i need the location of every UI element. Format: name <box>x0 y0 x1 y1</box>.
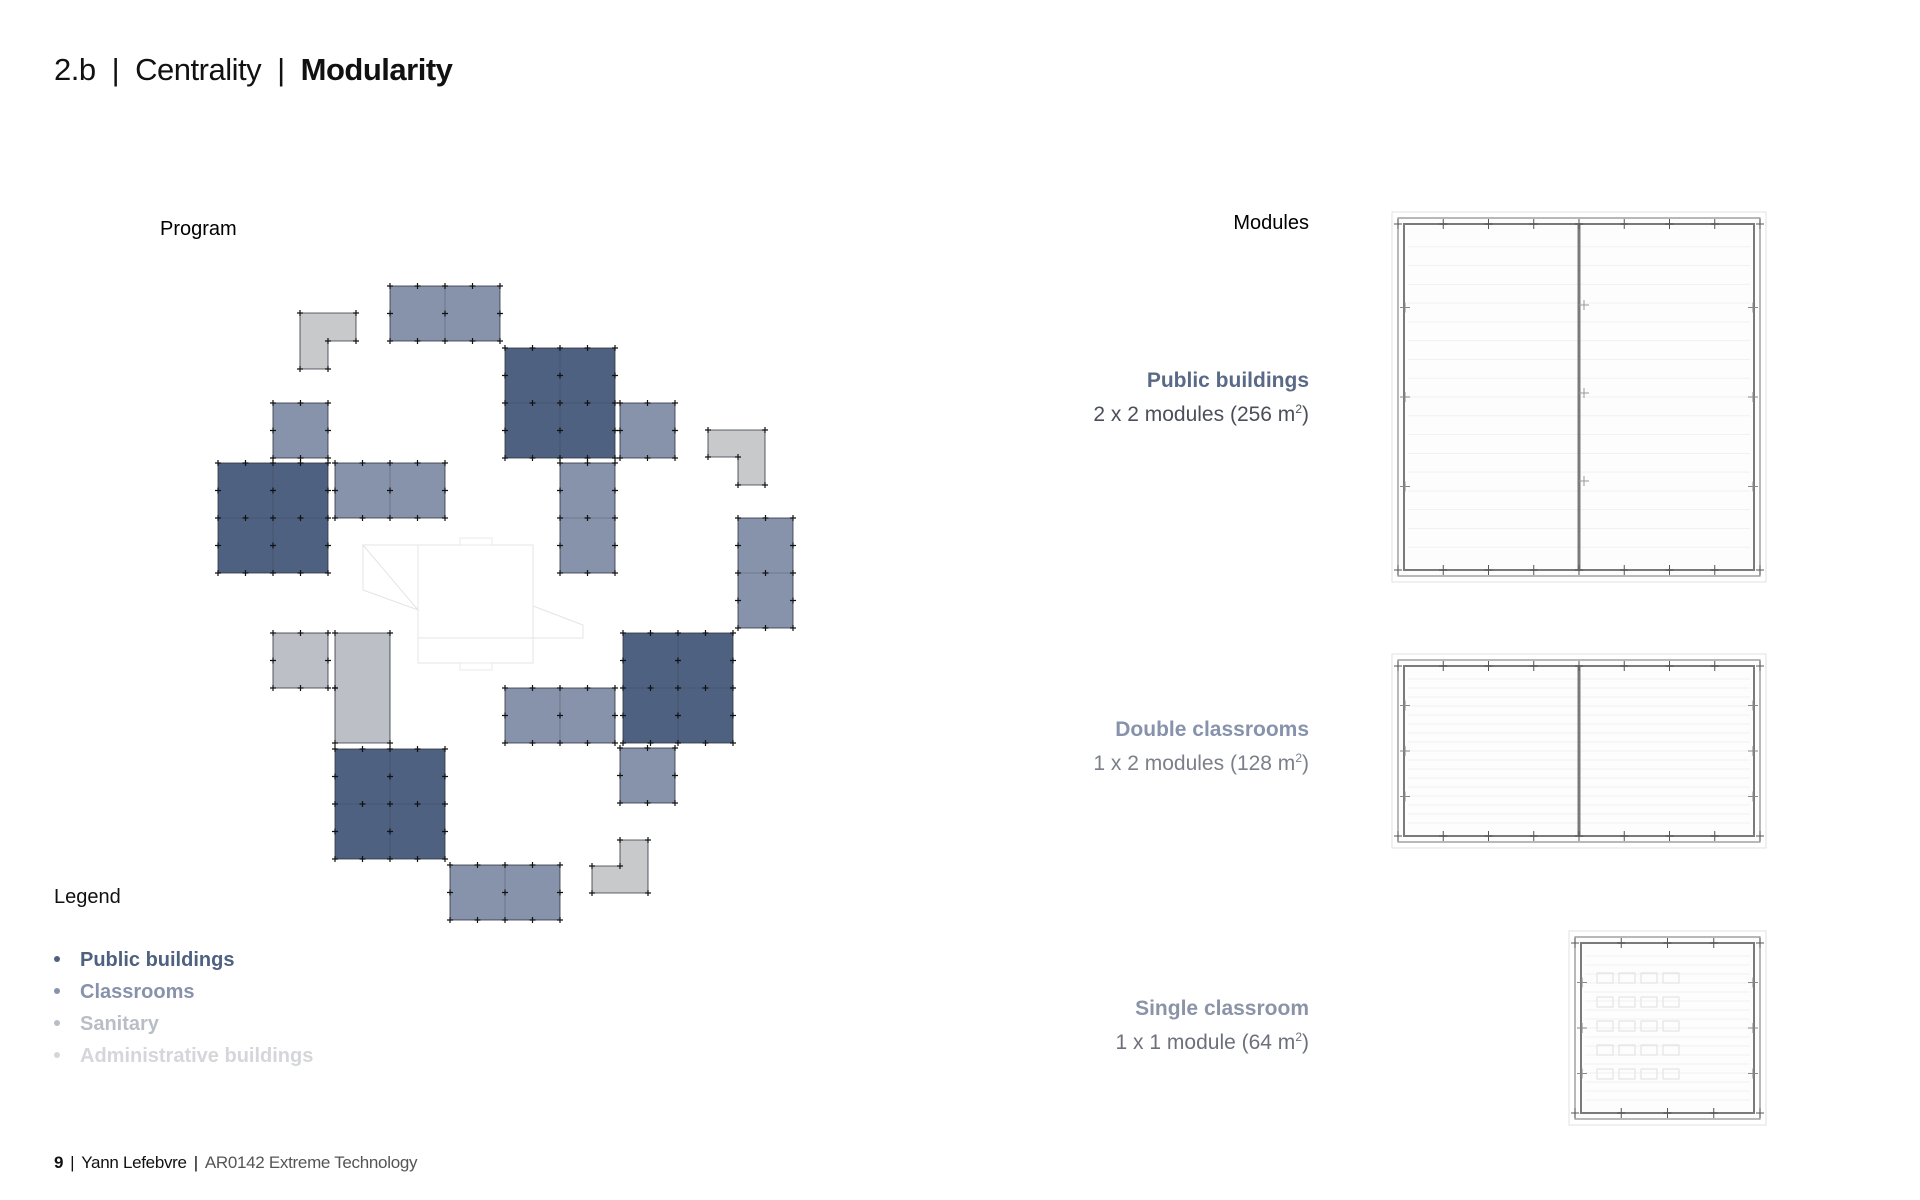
legend-list: Public buildings Classrooms Sanitary Adm… <box>54 944 313 1072</box>
double-classroom <box>332 460 448 521</box>
sanitary-block <box>332 630 393 746</box>
single-module-plan <box>1568 930 1767 1126</box>
public-building <box>620 630 736 746</box>
legend-item-sanitary: Sanitary <box>54 1008 313 1040</box>
module-floor-plans <box>1391 211 1767 1126</box>
legend-title: Legend <box>54 886 121 908</box>
double-classroom <box>735 515 796 631</box>
footer-separator: | <box>193 1153 198 1172</box>
section-number: 2.b <box>54 52 96 87</box>
double-classroom <box>557 460 618 576</box>
admin-building <box>589 837 651 896</box>
admin-building <box>297 310 359 372</box>
double-classroom <box>387 283 503 344</box>
single-classroom <box>617 745 678 806</box>
single-module-size: 1 x 1 module (64 m2) <box>1115 1030 1309 1054</box>
double-module-plan <box>1391 653 1767 849</box>
sanitary-block <box>270 630 331 691</box>
title-modularity: Modularity <box>300 52 453 87</box>
page-title: 2.b | Centrality | Modularity <box>54 52 453 88</box>
title-separator: | <box>277 52 285 87</box>
title-centrality: Centrality <box>135 52 262 87</box>
footer: 9 | Yann Lefebvre | AR0142 Extreme Technolog… <box>54 1153 418 1173</box>
single-module-caption: Single classroom 1 x 1 module (64 m2) <box>1116 996 1309 1056</box>
public-module-plan <box>1391 211 1767 583</box>
single-classroom <box>270 400 331 461</box>
public-module-caption: Public buildings 2 x 2 modules (256 m2) <box>1093 368 1309 428</box>
legend-bullet-icon <box>54 1019 60 1026</box>
site-plan <box>215 283 796 923</box>
public-building <box>332 746 448 862</box>
public-module-name: Public buildings <box>1146 369 1309 392</box>
title-separator: | <box>111 52 120 87</box>
public-building <box>215 460 331 576</box>
double-module-size: 1 x 2 modules (128 m2) <box>1093 751 1309 775</box>
double-classroom <box>447 862 563 923</box>
legend-bullet-icon <box>54 987 60 994</box>
legend-bullet-icon <box>54 1051 60 1058</box>
footer-author: Yann Lefebvre <box>81 1153 187 1172</box>
footer-course: AR0142 Extreme Technology <box>204 1153 418 1172</box>
double-classroom <box>502 685 618 746</box>
public-building <box>502 345 618 461</box>
page-number: 9 <box>54 1153 64 1172</box>
double-module-name: Double classrooms <box>1115 718 1309 741</box>
central-plaza-outline <box>362 537 584 671</box>
modules-label: Modules <box>1233 212 1309 234</box>
legend-bullet-icon <box>54 955 60 962</box>
admin-building <box>705 427 768 488</box>
footer-separator: | <box>70 1153 75 1172</box>
program-label: Program <box>160 218 237 240</box>
legend-item-classrooms: Classrooms <box>54 976 313 1008</box>
public-module-size: 2 x 2 modules (256 m2) <box>1093 402 1309 426</box>
double-module-caption: Double classrooms 1 x 2 modules (128 m2) <box>1093 717 1309 777</box>
legend-item-administrative: Administrative buildings <box>54 1040 313 1072</box>
single-classroom <box>617 400 678 461</box>
legend-item-public: Public buildings <box>54 944 313 976</box>
single-module-name: Single classroom <box>1135 997 1309 1020</box>
